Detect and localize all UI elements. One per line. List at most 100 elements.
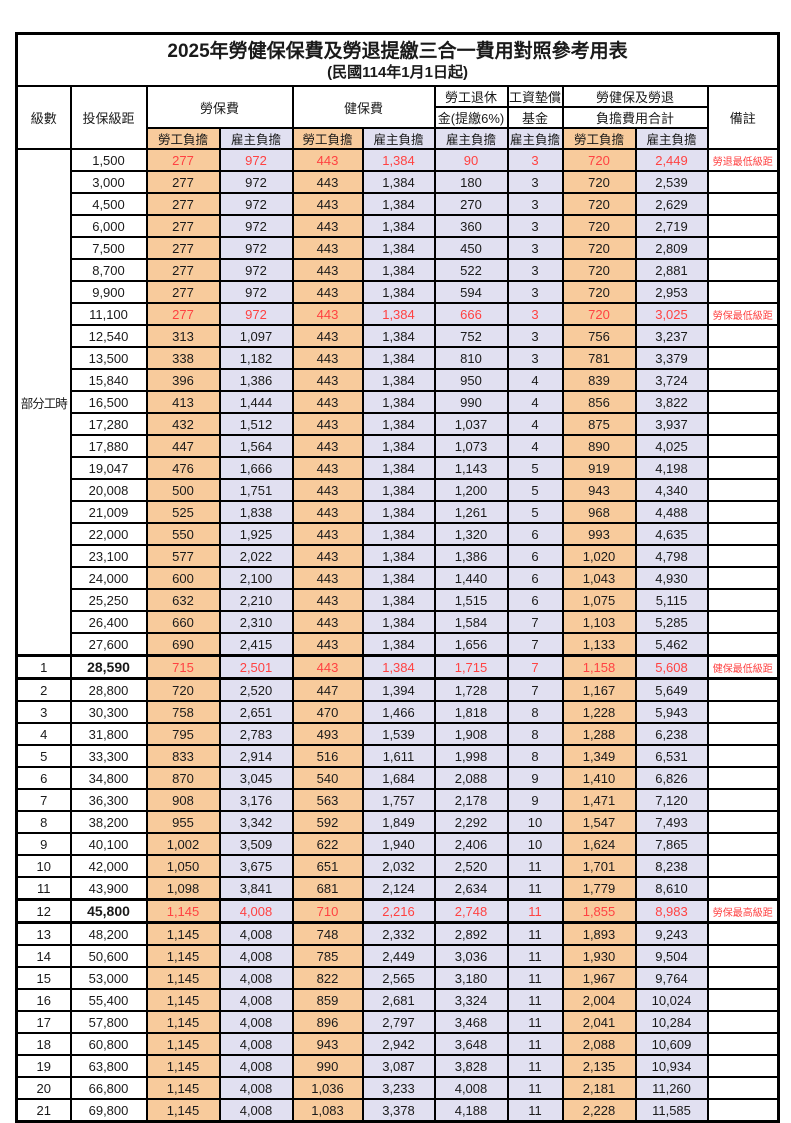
cell-value: 4,008 [218,1032,294,1056]
cell-value: 11,260 [634,1076,709,1100]
cell-value: 856 [561,390,637,414]
table-row: 6 34,800 870 3,045 540 1,684 2,088 9 1,410 6,826 [15,766,780,790]
cell-remark [706,170,780,194]
cell-value: 2,520 [433,854,509,878]
header-remark: 備註 [706,85,780,150]
cell-level: 11 [15,876,72,901]
cell-value: 4,008 [218,988,294,1012]
cell-value: 1,925 [218,522,294,546]
table-row: 5 33,300 833 2,914 516 1,611 1,998 8 1,349 6,531 [15,744,780,768]
cell-value: 4 [506,390,564,414]
cell-value: 2,501 [218,654,294,680]
cell-value: 443 [291,588,364,612]
header-pension-line2: 金(提繳6%) [433,106,509,129]
cell-value: 443 [291,654,364,680]
cell-bracket: 27,600 [69,632,148,657]
cell-value: 972 [218,170,294,194]
cell-value: 1,384 [361,522,436,546]
table-row: 6,000 277 972 443 1,384 360 3 720 2,719 [17,214,780,238]
table-row: 27,600 690 2,415 443 1,384 1,656 7 1,133 5,462 [17,632,780,657]
cell-value: 3,828 [433,1054,509,1078]
cell-remark [706,522,780,546]
cell-level-part-time: 部分工時 [15,148,72,657]
cell-value: 2,892 [433,921,509,946]
cell-value: 710 [291,898,364,924]
cell-remark [706,921,780,946]
cell-bracket: 21,009 [69,500,148,524]
cell-remark [706,1054,780,1078]
cell-value: 1,103 [561,610,637,634]
cell-value: 1,083 [291,1098,364,1123]
cell-level: 17 [15,1010,72,1034]
cell-value: 10,609 [634,1032,709,1056]
cell-value: 666 [433,302,509,326]
cell-remark [706,854,780,878]
table-row: 19,047 476 1,666 443 1,384 1,143 5 919 4,198 [17,456,780,480]
table-row: 9 40,100 1,002 3,509 622 1,940 2,406 10 1,624 7,8… [15,832,780,856]
cell-value: 1,002 [145,832,221,856]
cell-value: 443 [291,170,364,194]
cell-value: 3,648 [433,1032,509,1056]
cell-value: 1,145 [145,898,221,924]
cell-bracket: 53,000 [69,966,148,990]
cell-value: 1,818 [433,700,509,724]
cell-bracket: 34,800 [69,766,148,790]
cell-remark [706,456,780,480]
subheader-wage-fund-employer: 雇主負擔 [506,127,564,150]
cell-value: 1,684 [361,766,436,790]
cell-value: 7 [506,654,564,680]
cell-value: 720 [561,258,637,282]
subheader-pension-employer: 雇主負擔 [433,127,509,150]
cell-value: 1,384 [361,478,436,502]
table-row: 7,500 277 972 443 1,384 450 3 720 2,809 [17,236,780,260]
table-row: 11 43,900 1,098 3,841 681 2,124 2,634 11 1,779 8,… [15,876,780,901]
cell-value: 11 [506,921,564,946]
cell-bracket: 42,000 [69,854,148,878]
cell-bracket: 4,500 [69,192,148,216]
cell-value: 1,656 [433,632,509,657]
cell-remark [706,214,780,238]
cell-bracket: 43,900 [69,876,148,901]
cell-value: 8,610 [634,876,709,901]
cell-value: 720 [561,192,637,216]
cell-value: 443 [291,456,364,480]
cell-value: 8,238 [634,854,709,878]
cell-level: 9 [15,832,72,856]
cell-value: 720 [561,214,637,238]
cell-value: 1,145 [145,1054,221,1078]
table-row: 16,500 413 1,444 443 1,384 990 4 856 3,822 [17,390,780,414]
cell-value: 3,468 [433,1010,509,1034]
cell-bracket: 57,800 [69,1010,148,1034]
cell-value: 1,440 [433,566,509,590]
cell-value: 3 [506,302,564,326]
cell-value: 681 [291,876,364,901]
cell-value: 2,634 [433,876,509,901]
table-row: 部分工時 1,500 277 972 443 1,384 90 3 720 2,449 勞退最低級距 [15,148,780,657]
cell-value: 1,075 [561,588,637,612]
cell-value: 2,565 [361,966,436,990]
cell-value: 5 [506,478,564,502]
cell-value: 4 [506,434,564,458]
table-title-block: 2025年勞健保保費及勞退提繳三合一費用對照參考用表 (民國114年1月1日起) [15,32,780,87]
cell-value: 5 [506,500,564,524]
cell-value: 270 [433,192,509,216]
cell-value: 2,135 [561,1054,637,1078]
cell-remark [706,1032,780,1056]
cell-level: 4 [15,722,72,746]
cell-value: 7 [506,677,564,702]
cell-bracket: 31,800 [69,722,148,746]
cell-value: 396 [145,368,221,392]
cell-remark: 勞保最低級距 [706,302,780,326]
cell-value: 781 [561,346,637,370]
cell-remark [706,566,780,590]
table-row: 17,280 432 1,512 443 1,384 1,037 4 875 3,937 [17,412,780,436]
cell-value: 4,635 [634,522,709,546]
table-row: 9,900 277 972 443 1,384 594 3 720 2,953 [17,280,780,304]
cell-value: 1,384 [361,170,436,194]
cell-value: 1,145 [145,921,221,946]
page-title: 2025年勞健保保費及勞退提繳三合一費用對照參考用表 [167,40,628,62]
cell-bracket: 36,300 [69,788,148,812]
cell-value: 859 [291,988,364,1012]
cell-value: 833 [145,744,221,768]
cell-remark: 勞保最高級距 [706,898,780,924]
